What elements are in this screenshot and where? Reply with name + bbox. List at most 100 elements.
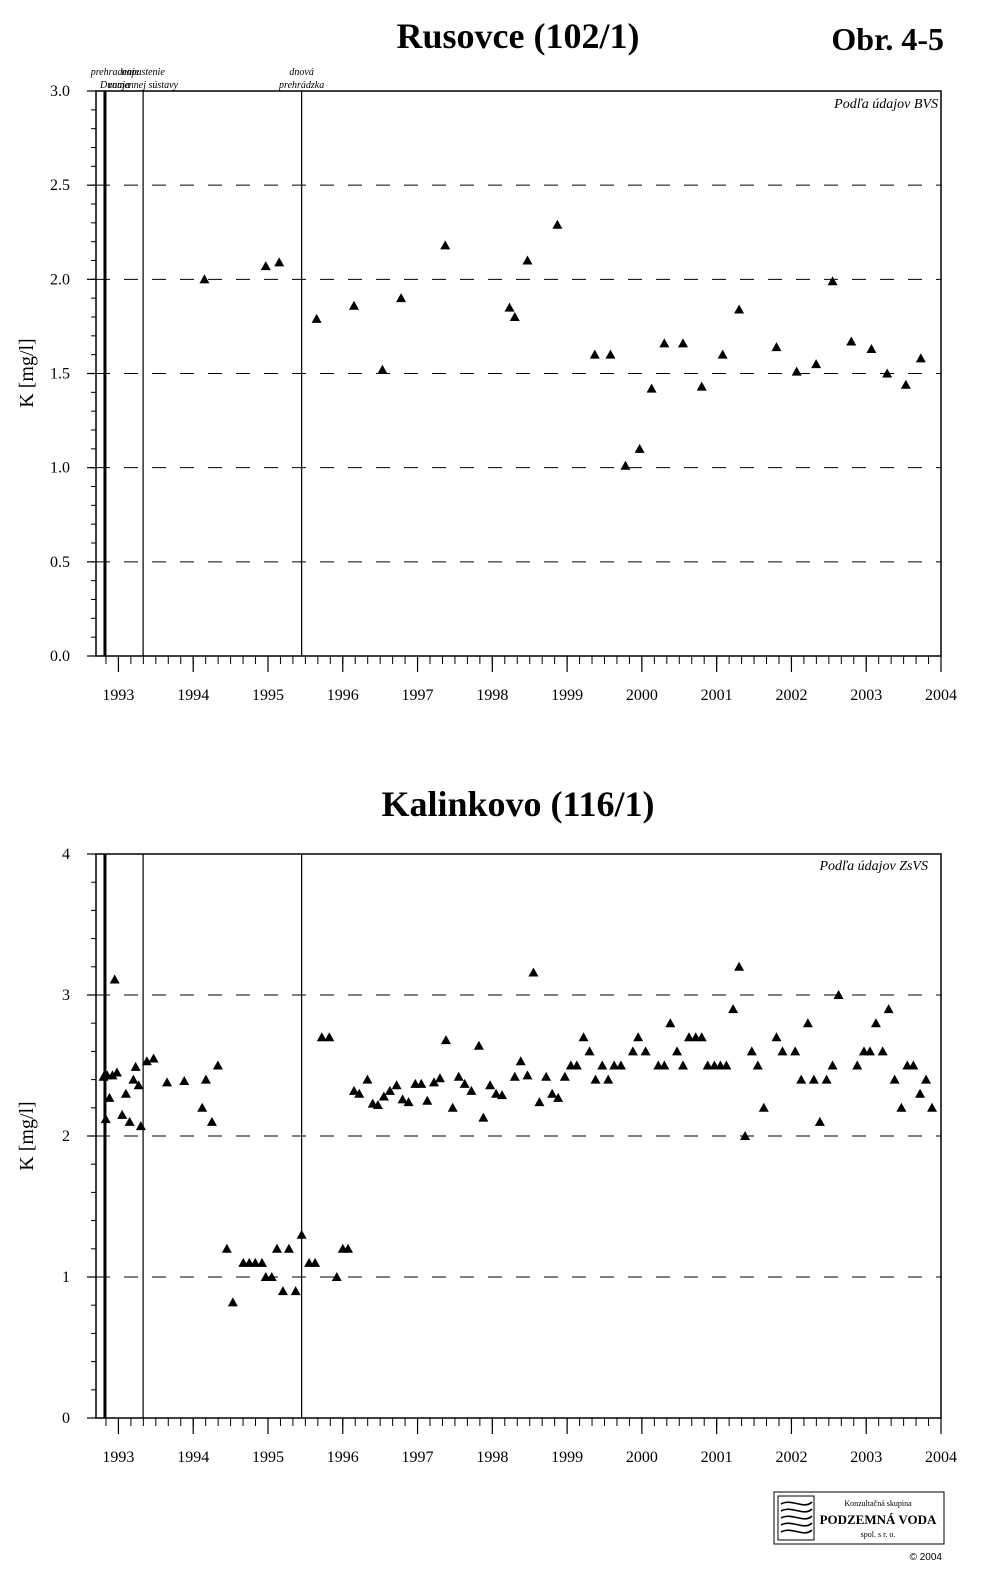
data-point-triangle <box>734 304 745 314</box>
data-points <box>199 219 926 470</box>
data-point-triangle <box>877 1046 888 1056</box>
data-point-triangle <box>148 1053 159 1063</box>
data-point-triangle <box>403 1097 414 1107</box>
data-point-triangle <box>377 364 388 374</box>
x-tick-label: 2001 <box>701 1449 733 1466</box>
data-point-triangle <box>397 1094 408 1104</box>
y-axis-label: K [mg/l] <box>16 338 38 407</box>
data-point-triangle <box>290 1286 301 1296</box>
x-tick-label: 1996 <box>327 687 359 704</box>
data-point-triangle <box>133 1080 144 1090</box>
data-point-triangle <box>615 1060 626 1070</box>
data-point-triangle <box>277 1286 288 1296</box>
data-point-triangle <box>740 1131 751 1140</box>
data-point-triangle <box>609 1060 620 1070</box>
chart-rusovce: prehradenie Dunaja napustenie ramennej súst… <box>16 67 957 704</box>
x-tick-label: 1997 <box>402 687 434 704</box>
data-point-triangle <box>343 1243 354 1253</box>
data-point-triangle <box>199 274 210 284</box>
data-point-triangle <box>746 1046 757 1056</box>
data-point-triangle <box>491 1088 502 1098</box>
data-point-triangle <box>497 1090 508 1100</box>
data-point-triangle <box>882 368 893 378</box>
y-axis: 0.0 0.5 1.0 1.5 2.0 2.5 3.0 <box>50 83 96 665</box>
x-tick-label: 1995 <box>252 1449 284 1466</box>
x-tick-label: 2000 <box>626 1449 658 1466</box>
data-point-triangle <box>515 1056 526 1066</box>
data-point-triangle <box>141 1056 152 1066</box>
data-point-triangle <box>791 366 802 376</box>
logo-line-1: Konzultačná skupina <box>844 1499 912 1508</box>
data-point-triangle <box>316 1032 327 1042</box>
data-point-triangle <box>921 1074 932 1084</box>
data-point-triangle <box>665 1018 676 1028</box>
data-point-triangle <box>331 1272 342 1281</box>
y-tick-label: 1.5 <box>50 366 70 383</box>
y-tick-label: 0.5 <box>50 554 70 571</box>
data-point-triangle <box>453 1071 464 1081</box>
chart-kalinkovo: 0 1 2 3 4 1993 1994 1995 1996 1997 1998 1999 2000 20… <box>16 846 957 1466</box>
event-label: prehrádzka <box>278 80 324 91</box>
data-point-triangle <box>348 1085 359 1095</box>
data-point-triangle <box>900 379 911 389</box>
data-point-triangle <box>271 1243 282 1253</box>
x-tick-label: 1999 <box>551 1449 583 1466</box>
data-point-triangle <box>702 1060 713 1070</box>
data-point-triangle <box>927 1102 938 1112</box>
figure-label: Obr. 4-5 <box>831 21 944 57</box>
data-point-triangle <box>811 359 822 369</box>
x-axis: 1993 1994 1995 1996 1997 1998 1999 2000 2001 2002… <box>102 656 957 704</box>
data-point-triangle <box>846 336 857 346</box>
data-point-triangle <box>584 1046 595 1056</box>
data-point-triangle <box>915 1088 926 1098</box>
data-point-triangle <box>889 1074 900 1084</box>
x-tick-label: 1993 <box>102 687 134 704</box>
x-tick-label: 1997 <box>402 1449 434 1466</box>
event-label: ramennej sústavy <box>108 80 178 91</box>
data-point-triangle <box>109 974 120 984</box>
x-tick-label: 1999 <box>551 687 583 704</box>
data-point-triangle <box>440 240 451 250</box>
data-point-triangle <box>605 349 616 359</box>
x-axis: 1993 1994 1995 1996 1997 1998 1999 2000 2001 2002… <box>102 1418 957 1466</box>
data-point-triangle <box>324 1032 335 1042</box>
data-point-triangle <box>821 1074 832 1084</box>
data-point-triangle <box>883 1004 894 1014</box>
data-point-triangle <box>274 257 285 267</box>
y-tick-label: 1 <box>62 1269 70 1286</box>
company-logo: Konzultačná skupina PODZEMNÁ VODA spol. … <box>773 1491 945 1545</box>
data-point-triangle <box>221 1243 232 1253</box>
data-point-triangle <box>378 1091 389 1101</box>
data-point-triangle <box>633 1032 644 1042</box>
data-point-triangle <box>790 1046 801 1056</box>
data-point-triangle <box>827 276 838 286</box>
data-point-triangle <box>227 1297 238 1307</box>
x-tick-label: 2004 <box>925 687 957 704</box>
data-point-triangle <box>627 1046 638 1056</box>
y-tick-label: 0 <box>62 1410 70 1427</box>
data-point-triangle <box>124 1116 135 1126</box>
data-point-triangle <box>833 990 844 999</box>
event-lines: prehradenie Dunaja napustenie ramennej súst… <box>90 67 324 656</box>
data-point-triangle <box>485 1080 496 1090</box>
y-tick-label: 2.0 <box>50 271 70 288</box>
data-point-triangle <box>283 1243 294 1253</box>
source-note: Podľa údajov BVS <box>833 97 938 112</box>
data-point-triangle <box>547 1088 558 1098</box>
data-point-triangle <box>603 1074 614 1084</box>
data-point-triangle <box>257 1257 268 1267</box>
data-point-triangle <box>128 1074 139 1084</box>
data-point-triangle <box>120 1088 131 1098</box>
y-tick-label: 2 <box>62 1128 70 1145</box>
data-point-triangle <box>522 255 533 265</box>
data-point-triangle <box>802 1018 813 1028</box>
data-point-triangle <box>130 1061 141 1071</box>
gridlines <box>96 184 941 563</box>
event-label: napustenie <box>121 67 165 78</box>
data-point-triangle <box>866 344 877 354</box>
data-point-triangle <box>590 1074 601 1084</box>
data-point-triangle <box>553 1092 564 1102</box>
data-point-triangle <box>310 1257 321 1267</box>
data-point-triangle <box>250 1257 261 1267</box>
data-point-triangle <box>908 1060 919 1070</box>
